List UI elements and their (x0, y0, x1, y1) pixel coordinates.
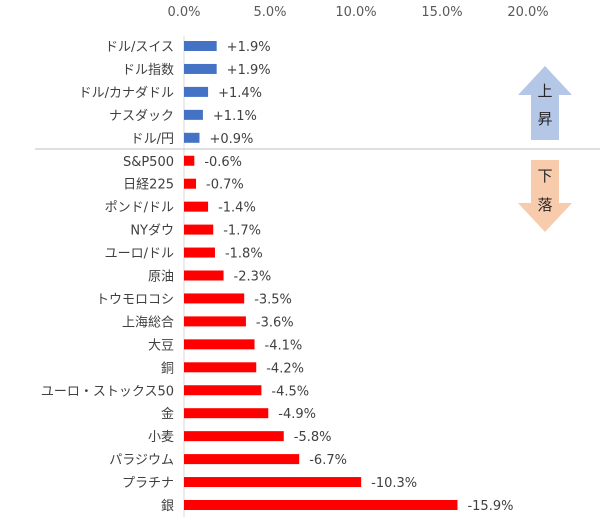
data-label: +1.9% (227, 63, 271, 78)
category-label: 原油 (148, 270, 174, 285)
bar (184, 201, 209, 212)
up-label-1: 上 (537, 82, 552, 100)
category-label: ユーロ・ストックス50 (41, 384, 174, 399)
data-label: -4.9% (278, 407, 316, 422)
bar (184, 86, 209, 97)
down-label-1: 下 (537, 167, 552, 185)
category-label: ドル指数 (122, 63, 174, 78)
down-arrow: 下 落 (518, 160, 572, 232)
bar (184, 500, 458, 510)
x-tick-label: 10.0% (335, 5, 376, 20)
category-label: 小麦 (148, 430, 174, 445)
data-label: -1.4% (218, 201, 256, 216)
data-label: -4.2% (266, 361, 304, 376)
bar (184, 63, 217, 74)
data-label: -3.6% (256, 315, 294, 330)
data-label: -1.8% (225, 247, 263, 262)
category-label: ドル/カナダドル (79, 86, 174, 101)
bar (184, 178, 197, 189)
category-label: ドル/円 (131, 132, 174, 147)
bar (184, 316, 246, 327)
category-label: ユーロ/ドル (105, 247, 174, 262)
x-tick-label: 5.0% (253, 5, 286, 20)
bar (184, 224, 214, 235)
data-label: -0.7% (206, 178, 244, 193)
bar (184, 362, 257, 373)
category-label: 大豆 (148, 338, 174, 353)
up-arrow: 上 昇 (518, 66, 572, 140)
category-label: 銅 (161, 361, 174, 376)
category-label: 上海総合 (122, 315, 174, 330)
data-label: +1.4% (218, 86, 262, 101)
bar (184, 431, 284, 442)
data-label: -5.8% (294, 430, 332, 445)
bar (184, 247, 215, 258)
category-label: 金 (161, 406, 174, 422)
bar (184, 385, 262, 396)
category-label: ポンド/ドル (105, 201, 174, 216)
x-tick-label: 15.0% (421, 5, 462, 20)
data-label: +1.9% (227, 40, 271, 55)
category-label: 日経225 (123, 178, 174, 193)
bar (184, 109, 203, 120)
bar (184, 132, 200, 143)
data-label: -1.7% (223, 224, 261, 239)
bar (184, 454, 300, 465)
down-arrow-shape (518, 160, 572, 232)
data-label: -4.1% (265, 338, 303, 353)
category-label: トウモロコシ (96, 292, 174, 307)
bar (184, 270, 224, 281)
data-label: -15.9% (467, 499, 513, 514)
up-label-2: 昇 (537, 110, 552, 128)
up-arrow-shape (518, 66, 572, 140)
data-label: -2.3% (234, 270, 272, 285)
data-label: -3.5% (254, 292, 292, 307)
down-label-2: 落 (537, 196, 552, 214)
category-label: プラチナ (122, 476, 174, 491)
data-label: +0.9% (209, 132, 253, 147)
data-label: +1.1% (213, 109, 257, 124)
data-label: -0.6% (204, 155, 242, 170)
bar (184, 477, 362, 488)
data-label: -10.3% (371, 476, 417, 491)
bar (184, 41, 217, 51)
bar (184, 155, 195, 166)
bar (184, 339, 255, 350)
x-tick-label: 20.0% (507, 5, 548, 20)
category-label: ドル/スイス (105, 40, 174, 55)
category-label: S&P500 (123, 155, 174, 170)
category-label: 銀 (161, 499, 174, 514)
x-tick-label: 0.0% (167, 5, 200, 20)
category-label: NYダウ (130, 224, 174, 239)
category-label: パラジウム (109, 453, 174, 468)
bar (184, 293, 245, 304)
data-label: -6.7% (309, 453, 347, 468)
category-label: ナスダック (109, 109, 174, 124)
bar (184, 408, 269, 419)
data-label: -4.5% (271, 384, 309, 399)
